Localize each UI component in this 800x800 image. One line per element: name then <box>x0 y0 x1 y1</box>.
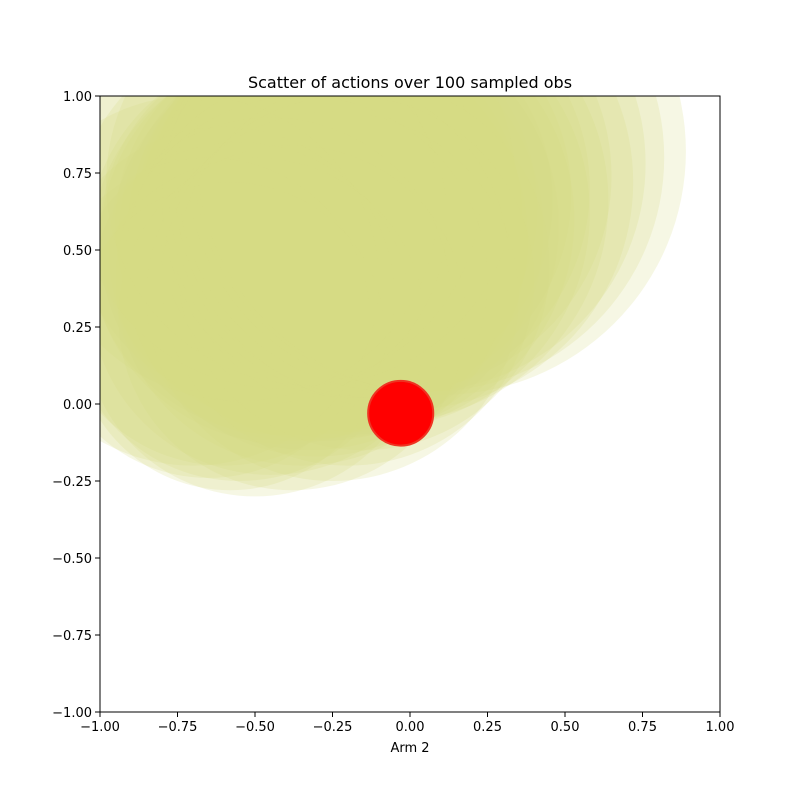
scatter-point <box>100 96 448 404</box>
scatter-point <box>100 96 438 401</box>
scatter-point <box>100 126 395 466</box>
scatter-point <box>174 96 634 411</box>
scatter-point <box>106 96 516 386</box>
scatter-point <box>100 96 485 426</box>
scatter-point <box>162 96 534 466</box>
scatter-point <box>124 96 510 457</box>
x-tick-label: 0.00 <box>396 720 425 735</box>
scatter-point <box>168 96 590 398</box>
scatter-points <box>100 96 686 497</box>
scatter-point <box>118 96 528 441</box>
x-axis: −1.00 −0.75 −0.50 −0.25 0.00 0.25 0.50 0.75 1.00 <box>80 712 734 735</box>
chart-title: Scatter of actions over 100 sampled obs <box>248 73 572 92</box>
x-tick-label: 0.50 <box>551 720 580 735</box>
x-tick-label: 0.75 <box>628 720 657 735</box>
x-tick-label: −0.25 <box>313 720 353 735</box>
y-tick-label: −1.00 <box>52 706 92 721</box>
scatter-point <box>155 96 590 429</box>
scatter-point <box>177 96 550 451</box>
scatter-point <box>115 96 488 466</box>
y-tick-label: −0.75 <box>52 629 92 644</box>
scatter-point <box>100 142 410 481</box>
scatter-point <box>193 96 665 392</box>
scatter-point <box>100 96 472 435</box>
x-tick-label: −1.00 <box>80 720 120 735</box>
scatter-point <box>100 182 386 491</box>
scatter-point <box>146 96 575 432</box>
scatter-point <box>100 157 426 497</box>
scatter-point <box>196 96 686 395</box>
scatter-point <box>146 111 519 481</box>
scatter-point <box>162 96 609 423</box>
marker-point <box>367 379 435 447</box>
x-tick-label: −0.50 <box>235 720 275 735</box>
y-tick-label: 0.25 <box>63 321 92 336</box>
y-axis: −1.00 −0.75 −0.50 −0.25 0.00 0.25 0.50 0.75 1.00 <box>52 90 100 721</box>
scatter-point <box>100 117 451 475</box>
y-tick-label: 1.00 <box>63 90 92 105</box>
y-tick-label: 0.75 <box>63 167 92 182</box>
scatter-point <box>131 96 503 404</box>
scatter-point <box>100 96 379 466</box>
y-tick-label: 0.50 <box>63 244 92 259</box>
scatter-point <box>177 96 612 392</box>
scatter-point <box>137 96 522 404</box>
scatter-point <box>146 96 538 401</box>
scatter-point <box>100 96 482 444</box>
scatter-point <box>100 96 497 441</box>
y-tick-label: −0.50 <box>52 552 92 567</box>
scatter-point <box>155 96 553 398</box>
scatter-point <box>100 157 370 478</box>
x-tick-label: −0.75 <box>158 720 198 735</box>
scatter-point <box>162 96 572 398</box>
scatter-point <box>137 96 559 435</box>
scatter-point <box>100 96 482 389</box>
scatter-point <box>186 96 646 392</box>
y-tick-label: 0.00 <box>63 398 92 413</box>
x-tick-label: 0.25 <box>473 720 502 735</box>
x-tick-label: 1.00 <box>706 720 735 735</box>
y-tick-label: −0.25 <box>52 475 92 490</box>
scatter-point <box>115 96 494 414</box>
x-axis-label: Arm 2 <box>390 741 429 756</box>
scatter-point <box>127 96 544 438</box>
scatter-point <box>109 96 513 451</box>
